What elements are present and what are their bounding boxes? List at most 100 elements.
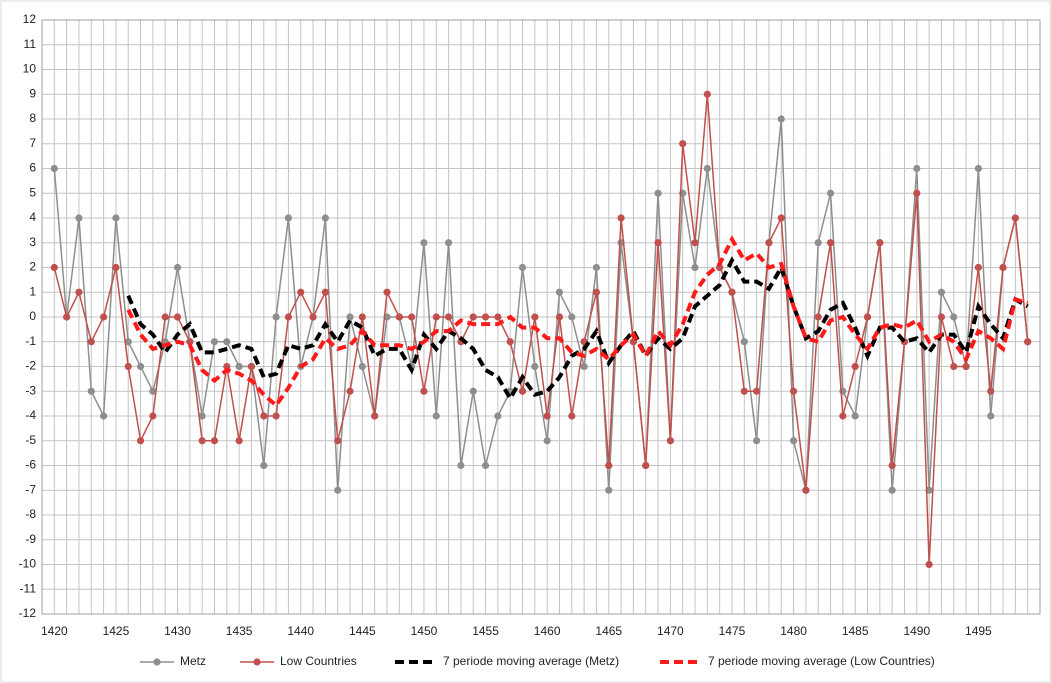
x-tick-label: 1465	[595, 624, 622, 638]
data-point	[814, 313, 822, 321]
data-point	[506, 338, 514, 346]
x-tick-label: 1425	[103, 624, 130, 638]
data-point	[555, 288, 564, 296]
data-point	[777, 115, 785, 123]
data-point	[826, 189, 835, 197]
y-tick-label: -6	[25, 458, 36, 472]
data-point	[358, 362, 366, 371]
y-tick-label: -3	[25, 383, 36, 397]
y-tick-label: -9	[25, 532, 36, 546]
data-point	[568, 313, 576, 321]
data-point	[87, 338, 95, 346]
y-tick-label: 2	[29, 260, 36, 274]
data-point	[75, 288, 83, 296]
data-point	[420, 387, 428, 395]
data-point	[124, 362, 132, 371]
data-point	[284, 214, 293, 222]
data-point	[703, 90, 711, 98]
data-point	[100, 313, 108, 321]
data-point	[765, 239, 773, 247]
data-point	[691, 239, 699, 247]
data-point	[789, 437, 798, 445]
y-tick-label: 7	[29, 136, 36, 150]
data-point	[235, 437, 243, 445]
data-point	[531, 362, 539, 371]
data-point	[321, 288, 329, 296]
data-point	[913, 164, 921, 173]
data-point	[371, 412, 379, 420]
data-point	[444, 239, 453, 247]
y-tick-label: 3	[29, 235, 36, 249]
x-tick-label: 1470	[657, 624, 684, 638]
data-point	[469, 313, 477, 321]
data-point	[888, 486, 896, 494]
data-point	[753, 387, 761, 395]
data-point	[518, 263, 527, 272]
y-tick-label: 5	[29, 185, 36, 199]
y-tick-label: 11	[24, 37, 37, 51]
y-tick-label: 4	[29, 210, 36, 224]
data-point	[223, 338, 231, 346]
data-point	[728, 288, 736, 296]
y-tick-label: -12	[19, 606, 37, 620]
data-point	[531, 313, 539, 321]
data-point	[937, 288, 946, 296]
data-point	[839, 412, 847, 420]
data-point	[716, 263, 724, 272]
x-tick-label: 1455	[472, 624, 499, 638]
data-point	[950, 362, 958, 371]
y-tick-label: 10	[23, 62, 37, 76]
data-point	[334, 437, 342, 445]
x-tick-label: 1450	[411, 624, 438, 638]
y-tick-label: 6	[29, 161, 36, 175]
data-point	[210, 437, 219, 445]
y-tick-label: -1	[25, 334, 36, 348]
y-tick-label: -4	[25, 408, 36, 422]
legend-label: Low Countries	[280, 654, 357, 668]
data-point	[679, 140, 687, 148]
plot-border	[41, 19, 1041, 615]
data-point	[605, 461, 613, 470]
data-point	[358, 313, 366, 321]
y-tick-label: -5	[25, 433, 36, 447]
data-point	[1024, 338, 1032, 346]
data-point	[87, 387, 95, 395]
data-point	[161, 313, 169, 321]
x-tick-label: 1440	[287, 624, 314, 638]
legend-label: Metz	[180, 654, 206, 668]
data-point	[494, 313, 502, 321]
data-point	[740, 387, 748, 395]
data-point	[309, 313, 317, 321]
legend-marker	[153, 658, 161, 666]
data-point	[272, 412, 280, 420]
x-tick-label: 1485	[842, 624, 869, 638]
data-point	[913, 189, 921, 197]
data-point	[149, 387, 157, 395]
y-tick-label: -8	[25, 507, 36, 521]
data-point	[198, 437, 206, 445]
legend-label: 7 periode moving average (Low Countries)	[708, 654, 935, 668]
data-point	[63, 313, 71, 321]
data-point	[186, 338, 194, 346]
data-point	[136, 437, 145, 445]
data-point	[826, 239, 835, 247]
data-point	[432, 313, 440, 321]
data-point	[223, 362, 231, 371]
x-tick-label: 1480	[780, 624, 807, 638]
y-tick-label: 9	[29, 86, 36, 100]
data-point	[395, 313, 403, 321]
y-tick-label: 0	[29, 309, 36, 323]
data-point	[383, 288, 391, 296]
data-point	[789, 387, 798, 395]
data-point	[592, 288, 601, 296]
data-point	[654, 239, 662, 247]
data-point	[346, 313, 354, 321]
data-point	[937, 313, 946, 321]
data-point	[642, 461, 650, 470]
data-point	[543, 437, 551, 445]
data-point	[149, 412, 157, 420]
data-point	[814, 239, 822, 247]
data-point	[334, 486, 342, 494]
legend-label: 7 periode moving average (Metz)	[443, 654, 619, 668]
